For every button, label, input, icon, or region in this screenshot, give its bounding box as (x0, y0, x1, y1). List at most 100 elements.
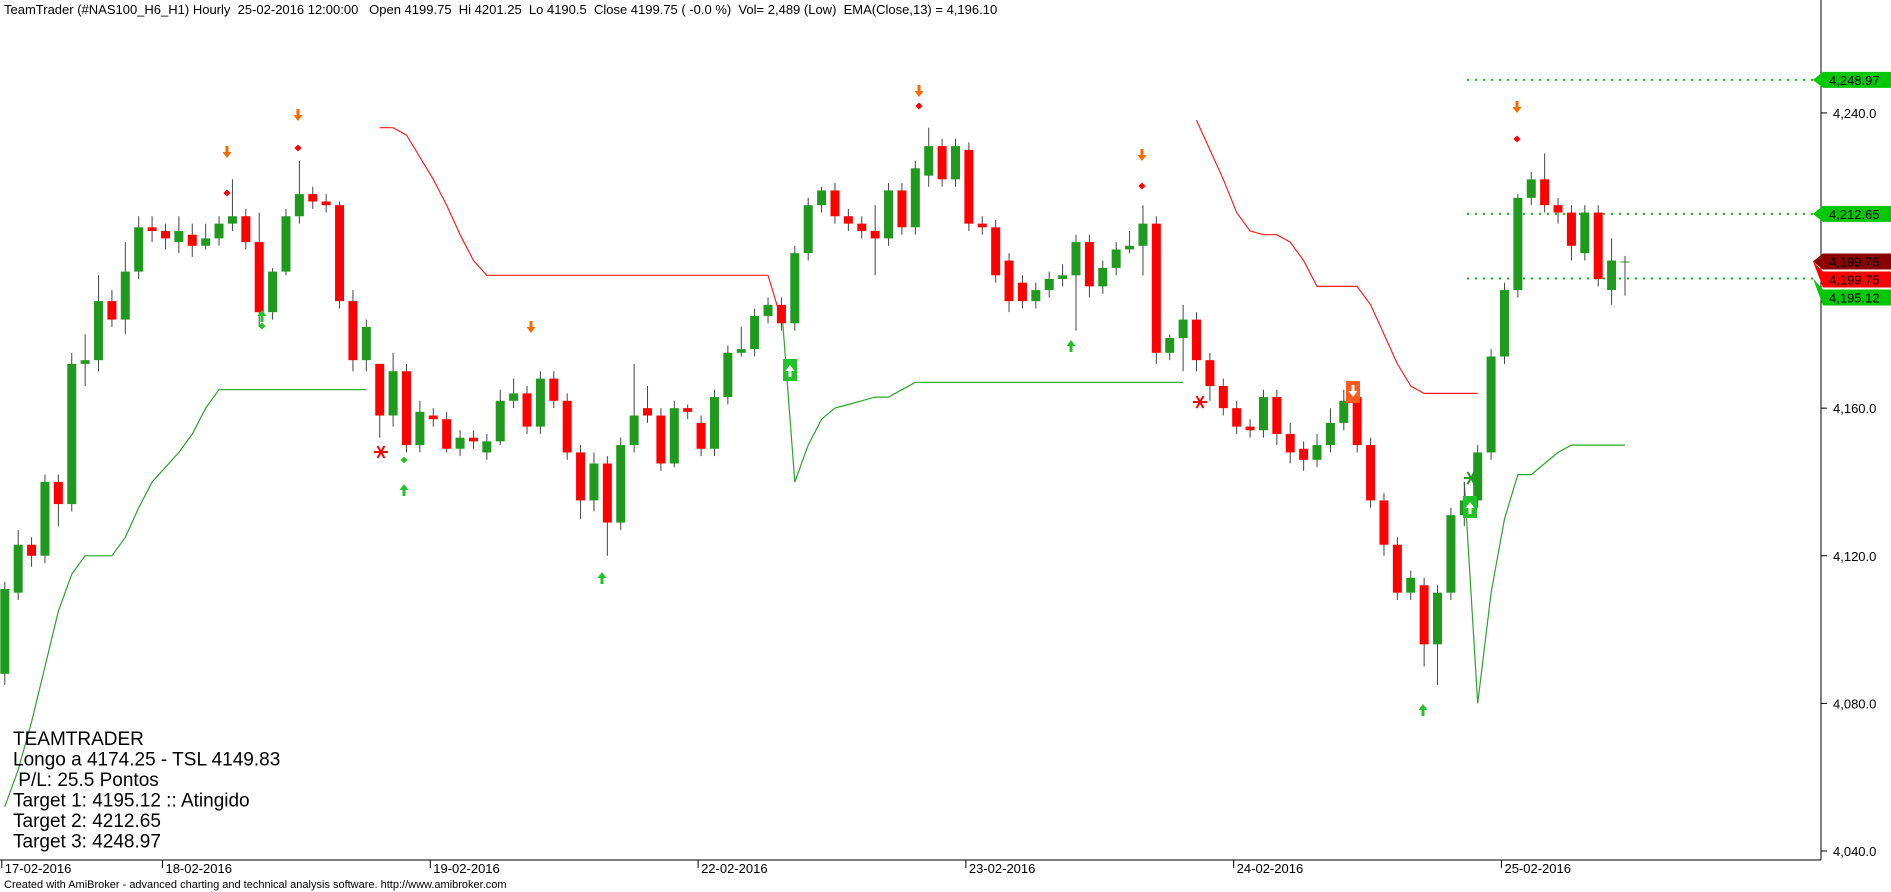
candle-body (884, 190, 894, 239)
candle-body (857, 223, 867, 232)
sell-dot (294, 144, 302, 152)
candle-body (509, 393, 519, 401)
sell-arrow (1137, 149, 1147, 161)
signal-box-arrow (1348, 385, 1358, 397)
sell-arrow (526, 321, 536, 333)
candle-body (1620, 261, 1630, 263)
plot (0, 78, 1813, 807)
candle-body (187, 234, 197, 246)
candle-body (964, 149, 974, 224)
candle-body (455, 437, 465, 449)
info-line: Longo a 4174.25 - TSL 4149.83 (13, 750, 280, 771)
chart-title: TeamTrader (#NAS100_H6_H1) Hourly 25-02-… (4, 2, 997, 17)
candle-body (402, 371, 411, 446)
candle-body (1607, 260, 1617, 291)
asterisk (1464, 471, 1478, 485)
info-line: Target 2: 4212.65 (13, 811, 161, 832)
candle-body (1473, 452, 1483, 501)
price-tag (1813, 278, 1891, 306)
sell-arrow (222, 146, 232, 158)
y-tick-label: 4,160.0 (1833, 401, 1876, 416)
x-tick-label: 19-02-2016 (433, 861, 500, 876)
stop-line (1463, 444, 1625, 704)
candle-body (1299, 448, 1309, 460)
candle-body (241, 216, 251, 243)
candle-body (522, 393, 532, 427)
candle-body (937, 146, 947, 180)
candle-body (843, 216, 853, 224)
candle-body (1178, 319, 1188, 339)
candle-body (1366, 445, 1376, 501)
candle-body (669, 408, 679, 464)
price-tag (1813, 71, 1891, 88)
candle-body (361, 326, 371, 361)
candle-body (67, 363, 77, 505)
candle-body (1312, 445, 1322, 460)
candle-body (1352, 397, 1362, 446)
candle-body (415, 411, 425, 446)
candle-body (589, 463, 599, 501)
candle-body (870, 231, 880, 239)
price-tag-label: 4,248.97 (1829, 73, 1880, 88)
candle-body (1499, 290, 1509, 357)
info-line: Target 3: 4248.97 (13, 832, 161, 853)
candle-body (1285, 433, 1295, 453)
candle-body (977, 223, 987, 228)
buy-arrow (399, 484, 409, 496)
candle-body (1111, 249, 1121, 268)
candle-body (442, 419, 452, 449)
info-line: TEAMTRADER (13, 729, 144, 750)
sell-arrow (914, 85, 924, 97)
candle-body (1058, 275, 1068, 279)
candle-body (227, 216, 237, 224)
asterisk (1193, 395, 1207, 409)
candle-body (1526, 179, 1536, 198)
candle-body (13, 544, 23, 593)
candle-body (1258, 397, 1268, 431)
candle-body (643, 408, 653, 416)
candle-body (683, 408, 693, 412)
x-tick-label: 18-02-2016 (165, 861, 232, 876)
candle-body (107, 301, 117, 320)
candle-body (1580, 212, 1590, 254)
sell-arrow (1512, 101, 1522, 113)
sell-dot (223, 189, 231, 197)
asterisk (374, 445, 388, 459)
candle-body (1379, 500, 1389, 545)
candle-body (348, 301, 358, 361)
candle-body (763, 304, 773, 316)
candle-body (468, 437, 478, 442)
candle-body (1566, 212, 1576, 246)
buy-dot (258, 322, 266, 330)
candle-body (308, 194, 318, 202)
candle-body (1325, 422, 1335, 446)
candle-body (27, 544, 37, 556)
candle-body (80, 360, 90, 364)
stop-line (780, 304, 1184, 483)
candle-body (736, 349, 746, 353)
candle-body (602, 463, 612, 523)
stop-line (1195, 120, 1478, 394)
candle-body (950, 146, 960, 180)
price-tag (1813, 261, 1891, 288)
candle-body (535, 378, 545, 427)
candle-body (254, 242, 264, 313)
buy-arrow (1066, 340, 1076, 352)
price-tag-label: 4,199.75 (1829, 254, 1880, 269)
candle-body (723, 352, 733, 398)
candle-body (696, 422, 706, 449)
candle-body (1272, 397, 1282, 434)
candle-body (1245, 426, 1255, 431)
sell-dot (915, 102, 923, 110)
stop-line (379, 127, 782, 320)
candle-body (1406, 577, 1416, 593)
candle-body (1084, 242, 1094, 287)
info-line: P/L: 25.5 Pontos (13, 770, 159, 791)
x-tick-label: 23-02-2016 (969, 861, 1036, 876)
candle-body (924, 146, 934, 176)
candle-body (1553, 205, 1563, 213)
candle-body (482, 441, 492, 453)
candle-body (495, 400, 505, 442)
price-tag (1813, 253, 1891, 270)
price-tag (1813, 205, 1891, 222)
